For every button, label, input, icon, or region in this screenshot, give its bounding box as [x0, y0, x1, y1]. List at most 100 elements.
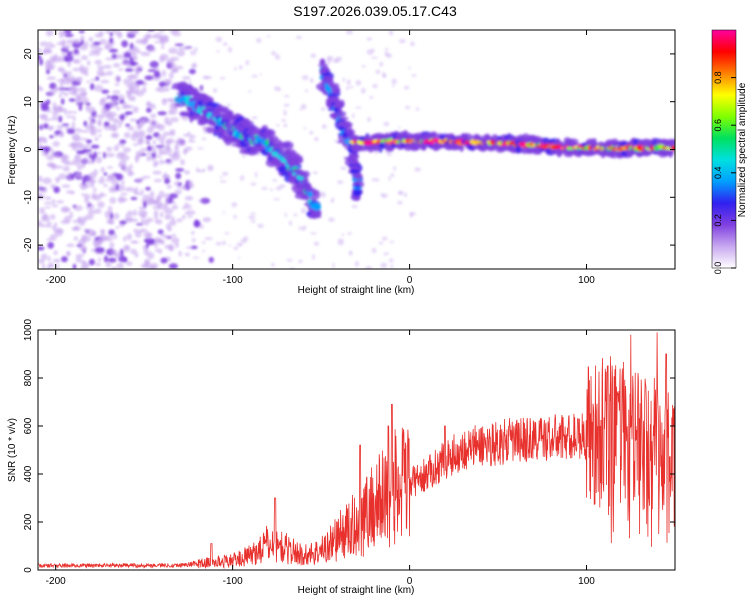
heatmap-blob — [460, 133, 467, 138]
heatmap-blob — [147, 46, 156, 53]
heatmap-blob — [52, 199, 56, 204]
heatmap-blob — [411, 74, 417, 77]
heatmap-blob — [136, 51, 143, 54]
heatmap-blob — [52, 110, 59, 117]
heatmap-blob — [378, 241, 384, 245]
heatmap-blob — [158, 204, 168, 210]
heatmap-blob — [78, 104, 83, 111]
heatmap-blob — [140, 51, 151, 57]
heatmap-blob — [334, 59, 341, 63]
heatmap-blob — [118, 68, 124, 71]
heatmap-blob — [263, 129, 276, 138]
heatmap-blob — [296, 35, 302, 40]
heatmap-blob — [174, 189, 182, 195]
heatmap-blob — [188, 134, 196, 139]
heatmap-blob — [168, 47, 178, 54]
heatmap-blob — [383, 252, 390, 256]
heatmap-blob — [120, 154, 130, 162]
heatmap-blob — [300, 103, 307, 110]
heatmap-blob — [320, 107, 326, 111]
heatmap-blob — [77, 95, 81, 100]
heatmap-blob — [81, 159, 91, 163]
heatmap-blob — [38, 54, 42, 60]
heatmap-blob — [49, 234, 57, 241]
heatmap-blob — [134, 90, 139, 95]
heatmap-blob — [347, 86, 354, 89]
heatmap-blob — [175, 140, 180, 143]
heatmap-blob — [66, 243, 75, 248]
heatmap-blob — [65, 115, 74, 119]
heatmap-blob — [132, 143, 139, 147]
heatmap-blob — [273, 86, 281, 91]
heatmap-blob — [38, 87, 44, 92]
heatmap-blob — [157, 155, 162, 158]
heatmap-blob — [53, 186, 60, 194]
heatmap-blob — [181, 214, 186, 220]
heatmap-blob — [142, 86, 147, 94]
heatmap-blob — [158, 190, 165, 198]
heatmap-blob — [171, 237, 180, 244]
heatmap-blob — [100, 166, 105, 173]
heatmap-blob — [204, 237, 213, 240]
heatmap-blob — [40, 113, 48, 121]
heatmap-blob — [94, 247, 105, 253]
heatmap-blob — [119, 248, 124, 257]
heatmap-blob — [73, 48, 79, 55]
heatmap-blob — [122, 147, 131, 153]
heatmap-blob — [259, 73, 262, 76]
heatmap-blob — [310, 53, 316, 58]
heatmap-blob — [202, 249, 205, 253]
heatmap-blob — [250, 220, 256, 223]
y-tick-label: 200 — [23, 513, 34, 530]
heatmap-blob — [186, 214, 194, 219]
heatmap-blob — [83, 120, 88, 127]
heatmap-blob — [108, 124, 119, 132]
heatmap-blob — [201, 137, 207, 141]
heatmap-blob — [169, 117, 179, 123]
heatmap-blob — [121, 181, 125, 185]
heatmap-blob — [90, 195, 97, 200]
heatmap-blob — [271, 51, 276, 56]
heatmap-blob — [403, 192, 407, 198]
heatmap-blob — [337, 180, 344, 185]
heatmap-blob — [250, 212, 256, 215]
heatmap-blob — [143, 237, 154, 244]
heatmap-blob — [198, 87, 203, 91]
heatmap-blob — [353, 189, 362, 197]
heatmap-blob — [67, 110, 72, 115]
heatmap-blob — [68, 98, 76, 102]
heatmap-blob — [350, 169, 361, 174]
heatmap-blob — [309, 130, 314, 135]
heatmap-blob — [164, 235, 173, 240]
heatmap-blob — [567, 138, 579, 145]
heatmap-blob — [92, 187, 97, 192]
heatmap-blob — [77, 216, 88, 223]
heatmap-blob — [484, 133, 491, 139]
heatmap-blob — [167, 226, 173, 232]
heatmap-blob — [340, 166, 347, 170]
heatmap-blob — [283, 123, 288, 128]
heatmap-blob — [91, 154, 95, 163]
heatmap-blob — [94, 59, 103, 65]
heatmap-blob — [67, 71, 72, 76]
heatmap-blob — [371, 247, 377, 254]
heatmap-blob — [282, 141, 294, 150]
y-tick-label: 800 — [23, 369, 34, 386]
heatmap-blob — [85, 139, 93, 144]
heatmap-blob — [164, 214, 173, 218]
heatmap-blob — [423, 133, 432, 141]
heatmap-blob — [219, 77, 226, 80]
heatmap-blob — [58, 56, 65, 63]
heatmap-blob — [56, 259, 60, 262]
heatmap-blob — [170, 63, 177, 69]
heatmap-blob — [121, 143, 125, 148]
heatmap-blob — [112, 98, 117, 105]
heatmap-blob — [372, 83, 378, 89]
heatmap-blob — [313, 241, 320, 246]
heatmap-blob — [58, 105, 62, 111]
heatmap-blob — [175, 168, 185, 172]
heatmap-blob — [186, 203, 192, 210]
heatmap-blob — [228, 244, 231, 247]
heatmap-blob — [307, 191, 313, 198]
heatmap-blob — [127, 126, 135, 131]
